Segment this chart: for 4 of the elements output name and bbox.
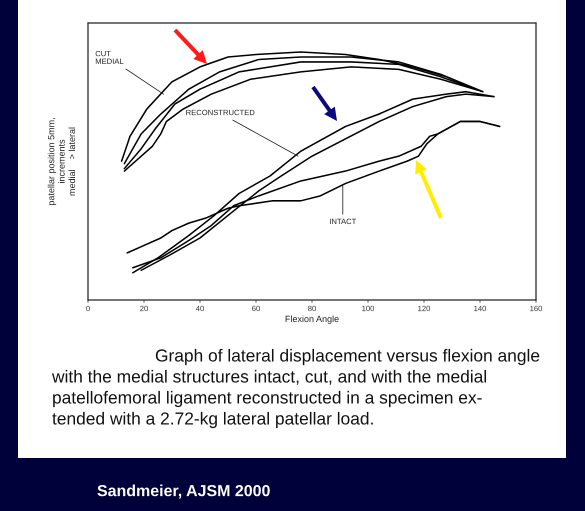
y-axis-title: patellar position 5mm, increments medial > lateral: [48, 118, 76, 206]
x-axis-title: Flexion Angle: [286, 315, 339, 324]
text: Graph of lateral displacement versus flexion angle with the medial structures intact, cut, and with the medial patellofemoral ligament reconstructed in a specimen ex- tended with a 2.72-kg lateral patellar load.: [52, 348, 540, 428]
text: Sandmeier, AJSM 2000: [97, 484, 270, 499]
